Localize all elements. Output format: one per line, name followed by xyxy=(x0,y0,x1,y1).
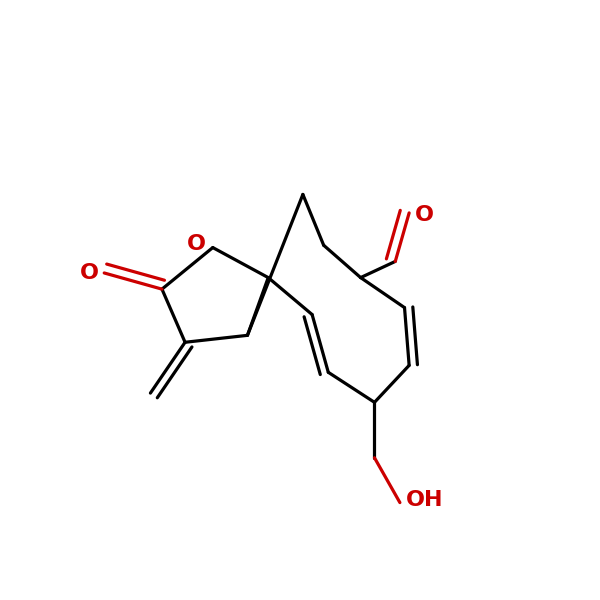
Text: O: O xyxy=(80,263,98,283)
Text: O: O xyxy=(415,205,434,225)
Text: OH: OH xyxy=(406,490,443,510)
Text: O: O xyxy=(187,234,206,254)
